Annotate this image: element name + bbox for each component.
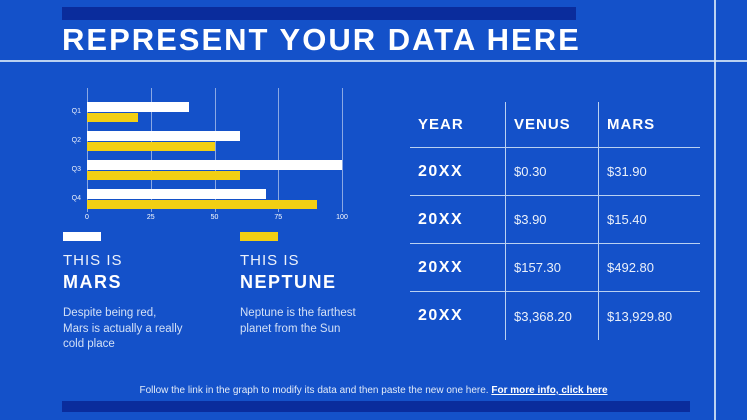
legend-item-mars: THIS IS MARS Despite being red, Mars is …: [63, 232, 228, 353]
chart-gridline: [342, 88, 343, 212]
x-axis-tick-label: 0: [85, 214, 89, 221]
legend-name-mars: MARS: [63, 272, 122, 292]
category-label: Q2: [71, 137, 81, 144]
legend-item-neptune: THIS IS NEPTUNE Neptune is the farthest …: [240, 232, 405, 337]
footer-note: Follow the link in the graph to modify i…: [0, 385, 747, 396]
bar-mars-q1: [87, 102, 189, 112]
bar-neptune-q3: [87, 171, 240, 180]
x-axis-tick-label: 25: [146, 214, 155, 221]
right-vertical-rule: [714, 0, 716, 420]
legend-prefix: THIS IS: [63, 252, 123, 269]
title-underline: [0, 60, 747, 62]
chart-gridline: [278, 88, 280, 212]
top-accent-bar: [62, 7, 576, 20]
table-cell: 20XX: [410, 196, 505, 244]
neptune-swatch: [240, 232, 278, 241]
footer-more-info-link[interactable]: For more info, click here: [491, 385, 608, 396]
bar-neptune-q4: [87, 200, 317, 209]
table-cell: 20XX: [410, 244, 505, 292]
table-header-mars: MARS: [598, 102, 700, 148]
legend-prefix: THIS IS: [240, 252, 300, 269]
category-label: Q1: [71, 108, 81, 115]
table-cell: 20XX: [418, 307, 464, 324]
bar-neptune-q2: [87, 142, 215, 151]
data-table: YEAR VENUS MARS 20XX $0.30 $31.90 20XX $3.90…: [410, 102, 700, 340]
bar-neptune-q1: [87, 113, 138, 122]
table-cell: 20XX: [410, 148, 505, 196]
table-cell: $31.90: [598, 148, 700, 196]
x-axis-tick-label: 75: [274, 214, 283, 221]
table-cell: $3,368.20: [505, 292, 598, 340]
legend-description-mars: Despite being red, Mars is actually a re…: [63, 307, 183, 351]
table-cell: $3.90: [505, 196, 598, 244]
bottom-accent-bar: [62, 401, 690, 412]
x-axis-tick-label: 100: [336, 214, 348, 221]
mars-swatch: [63, 232, 101, 241]
bar-mars-q4: [87, 189, 266, 199]
bar-mars-q3: [87, 160, 342, 170]
category-label: Q4: [71, 195, 81, 202]
page-title: REPRESENT YOUR DATA HERE: [62, 22, 581, 57]
table-cell: $492.80: [598, 244, 700, 292]
bar-chart: 0 25 50 75 100 Q1 Q2 Q3 Q4: [63, 78, 363, 226]
table-cell: $15.40: [598, 196, 700, 244]
legend-name-neptune: NEPTUNE: [240, 272, 337, 292]
table-cell: $0.30: [505, 148, 598, 196]
category-label: Q3: [71, 166, 81, 173]
table-header-year: YEAR: [410, 102, 505, 148]
table-cell: $157.30: [505, 244, 598, 292]
chart-gridline: [214, 88, 216, 212]
footer-text: Follow the link in the graph to modify i…: [139, 385, 492, 396]
legend-description-neptune: Neptune is the farthest planet from the …: [240, 307, 356, 335]
table-header-venus: VENUS: [505, 102, 598, 148]
bar-mars-q2: [87, 131, 240, 141]
x-axis-tick-label: 50: [210, 214, 219, 221]
table-cell: $13,929.80: [598, 292, 700, 340]
